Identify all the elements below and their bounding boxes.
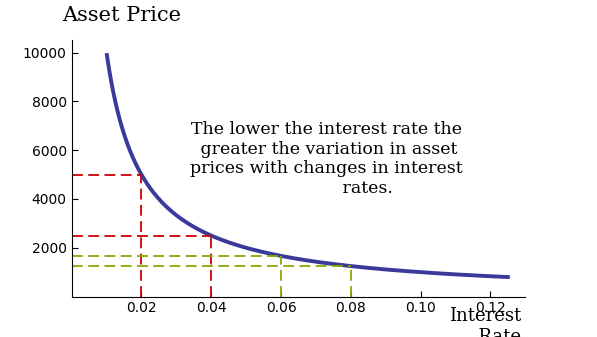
Text: The lower the interest rate the
 greater the variation in asset
prices with chan: The lower the interest rate the greater …: [190, 121, 463, 197]
Text: Interest
  Rate: Interest Rate: [448, 307, 521, 337]
Text: Asset Price: Asset Price: [63, 6, 181, 25]
